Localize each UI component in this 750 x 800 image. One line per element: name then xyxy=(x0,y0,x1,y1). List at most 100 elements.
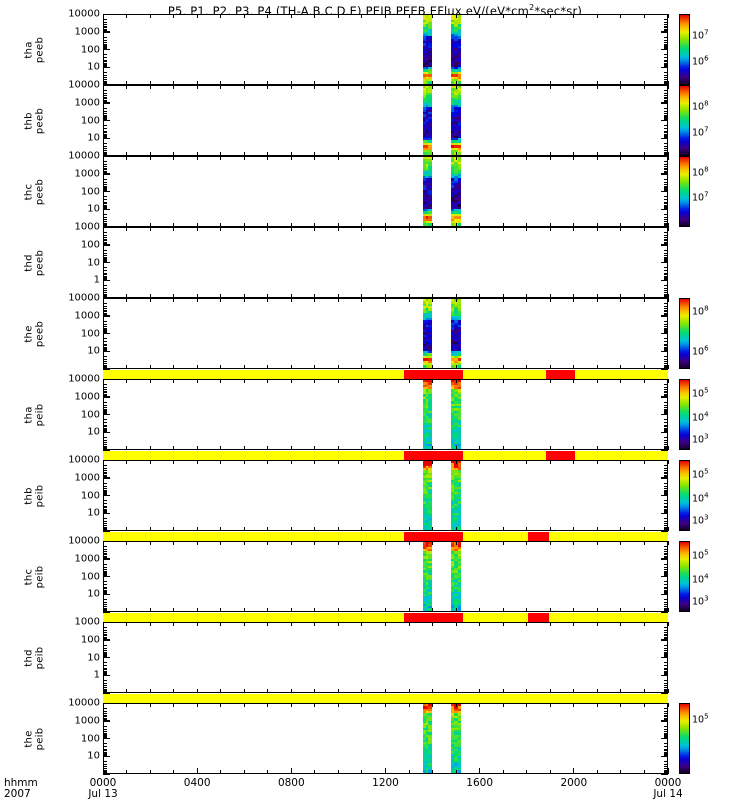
colorbar-tha-peeb xyxy=(679,14,690,85)
spectrogram-cell xyxy=(428,760,432,764)
x-minor-tick xyxy=(102,156,104,160)
y-minor-tick xyxy=(103,574,107,576)
y-minor-tick xyxy=(103,27,107,29)
x-minor-tick xyxy=(243,227,245,231)
y-minor-tick xyxy=(103,448,107,450)
y-minor-tick xyxy=(103,92,107,94)
spectrogram-cell xyxy=(422,336,427,340)
x-minor-tick xyxy=(196,608,198,612)
spectrogram-cell xyxy=(451,572,456,576)
y-tick-label: 100 xyxy=(80,239,100,251)
x-minor-tick xyxy=(620,156,622,160)
spectrogram-cell xyxy=(428,577,432,581)
y-minor-tick xyxy=(103,591,107,592)
spectrogram-cell xyxy=(457,355,462,359)
spectrogram-cell xyxy=(425,441,429,445)
y-major-tick xyxy=(103,120,110,122)
spectrogram-cell xyxy=(454,209,459,213)
spectrogram-cell xyxy=(457,123,462,127)
y-minor-tick xyxy=(664,430,668,432)
spectrogram-cell xyxy=(422,320,427,324)
spectrogram-cell xyxy=(428,29,432,33)
spectrogram-cell xyxy=(451,575,456,579)
y-minor-tick xyxy=(103,278,107,280)
y-minor-tick xyxy=(664,349,668,351)
x-minor-tick xyxy=(267,541,269,545)
spectrogram-cell xyxy=(422,417,427,421)
spectrogram-cell xyxy=(422,303,427,307)
y-minor-tick xyxy=(664,475,668,477)
spectrogram-cell xyxy=(425,38,429,42)
spectrogram-cell xyxy=(454,90,459,94)
spectrogram-cell xyxy=(422,718,427,722)
x-minor-tick xyxy=(502,227,504,231)
spectrogram-cell xyxy=(457,475,462,479)
colorbar-tick-exponent: 4 xyxy=(704,491,709,500)
y-minor-tick xyxy=(103,274,107,276)
x-minor-tick xyxy=(196,14,198,18)
y-minor-tick xyxy=(103,221,107,223)
spectrogram-cell xyxy=(428,470,432,474)
y-minor-tick xyxy=(664,437,668,439)
colorbar-tick-label: 105 xyxy=(692,549,709,562)
x-minor-tick xyxy=(432,689,434,693)
colorbar-tick-label: 103 xyxy=(692,594,709,607)
spectrogram-cell xyxy=(457,586,462,590)
spectrogram-cell xyxy=(422,601,427,605)
spectrogram-cell xyxy=(451,168,456,172)
spectrogram-cell xyxy=(457,591,462,595)
y-axis-label-line1: thb xyxy=(23,111,35,130)
spectrogram-cell xyxy=(451,544,456,548)
y-minor-tick xyxy=(664,45,668,47)
spectrogram-cell xyxy=(425,605,429,609)
y-minor-tick xyxy=(103,206,107,207)
y-major-tick xyxy=(661,611,668,613)
spectrogram-cell xyxy=(422,22,427,26)
y-minor-tick xyxy=(664,48,668,50)
spectrogram-cell xyxy=(428,720,432,724)
spectrogram-cell xyxy=(454,317,459,321)
y-minor-tick xyxy=(103,366,107,368)
status-band-flag xyxy=(527,531,550,541)
x-minor-tick xyxy=(267,152,269,156)
x-minor-tick xyxy=(149,81,151,85)
spectrogram-cell xyxy=(457,558,462,562)
y-minor-tick xyxy=(103,734,107,736)
spectrogram-cell xyxy=(451,605,456,609)
x-minor-tick xyxy=(337,527,339,531)
spectrogram-cell xyxy=(425,164,429,168)
x-minor-tick xyxy=(432,770,434,774)
panel-thc-peib xyxy=(103,541,668,612)
spectrogram-cell xyxy=(428,145,432,149)
spectrogram-cell xyxy=(454,513,459,517)
y-minor-tick xyxy=(664,766,668,768)
status-band-flag xyxy=(403,369,464,379)
spectrogram-cell xyxy=(428,549,432,553)
x-minor-tick xyxy=(267,446,269,450)
spectrogram-cell xyxy=(428,86,432,89)
spectrogram-cell xyxy=(428,427,432,431)
y-minor-tick xyxy=(664,314,668,316)
status-band-the-peeb xyxy=(103,369,668,379)
x-minor-tick xyxy=(314,608,316,612)
x-minor-tick xyxy=(432,85,434,89)
x-minor-tick xyxy=(643,703,645,707)
spectrogram-cell xyxy=(454,408,459,412)
y-minor-tick xyxy=(664,133,668,135)
spectrogram-cell xyxy=(425,565,429,569)
spectrogram-cell xyxy=(425,553,429,557)
spectrogram-cell xyxy=(428,563,432,567)
y-minor-tick xyxy=(103,312,107,314)
spectrogram-cell xyxy=(422,133,427,137)
spectrogram-cell xyxy=(454,36,459,40)
y-minor-tick xyxy=(664,751,668,753)
x-minor-tick xyxy=(102,298,104,302)
x-minor-tick xyxy=(573,460,575,464)
spectrogram-cell xyxy=(422,147,427,151)
y-minor-tick xyxy=(664,511,668,513)
x-minor-tick xyxy=(573,81,575,85)
x-minor-tick xyxy=(149,85,151,89)
y-major-tick xyxy=(661,431,668,434)
spectrogram-cell xyxy=(422,741,427,745)
spectrogram-cell xyxy=(457,216,462,220)
